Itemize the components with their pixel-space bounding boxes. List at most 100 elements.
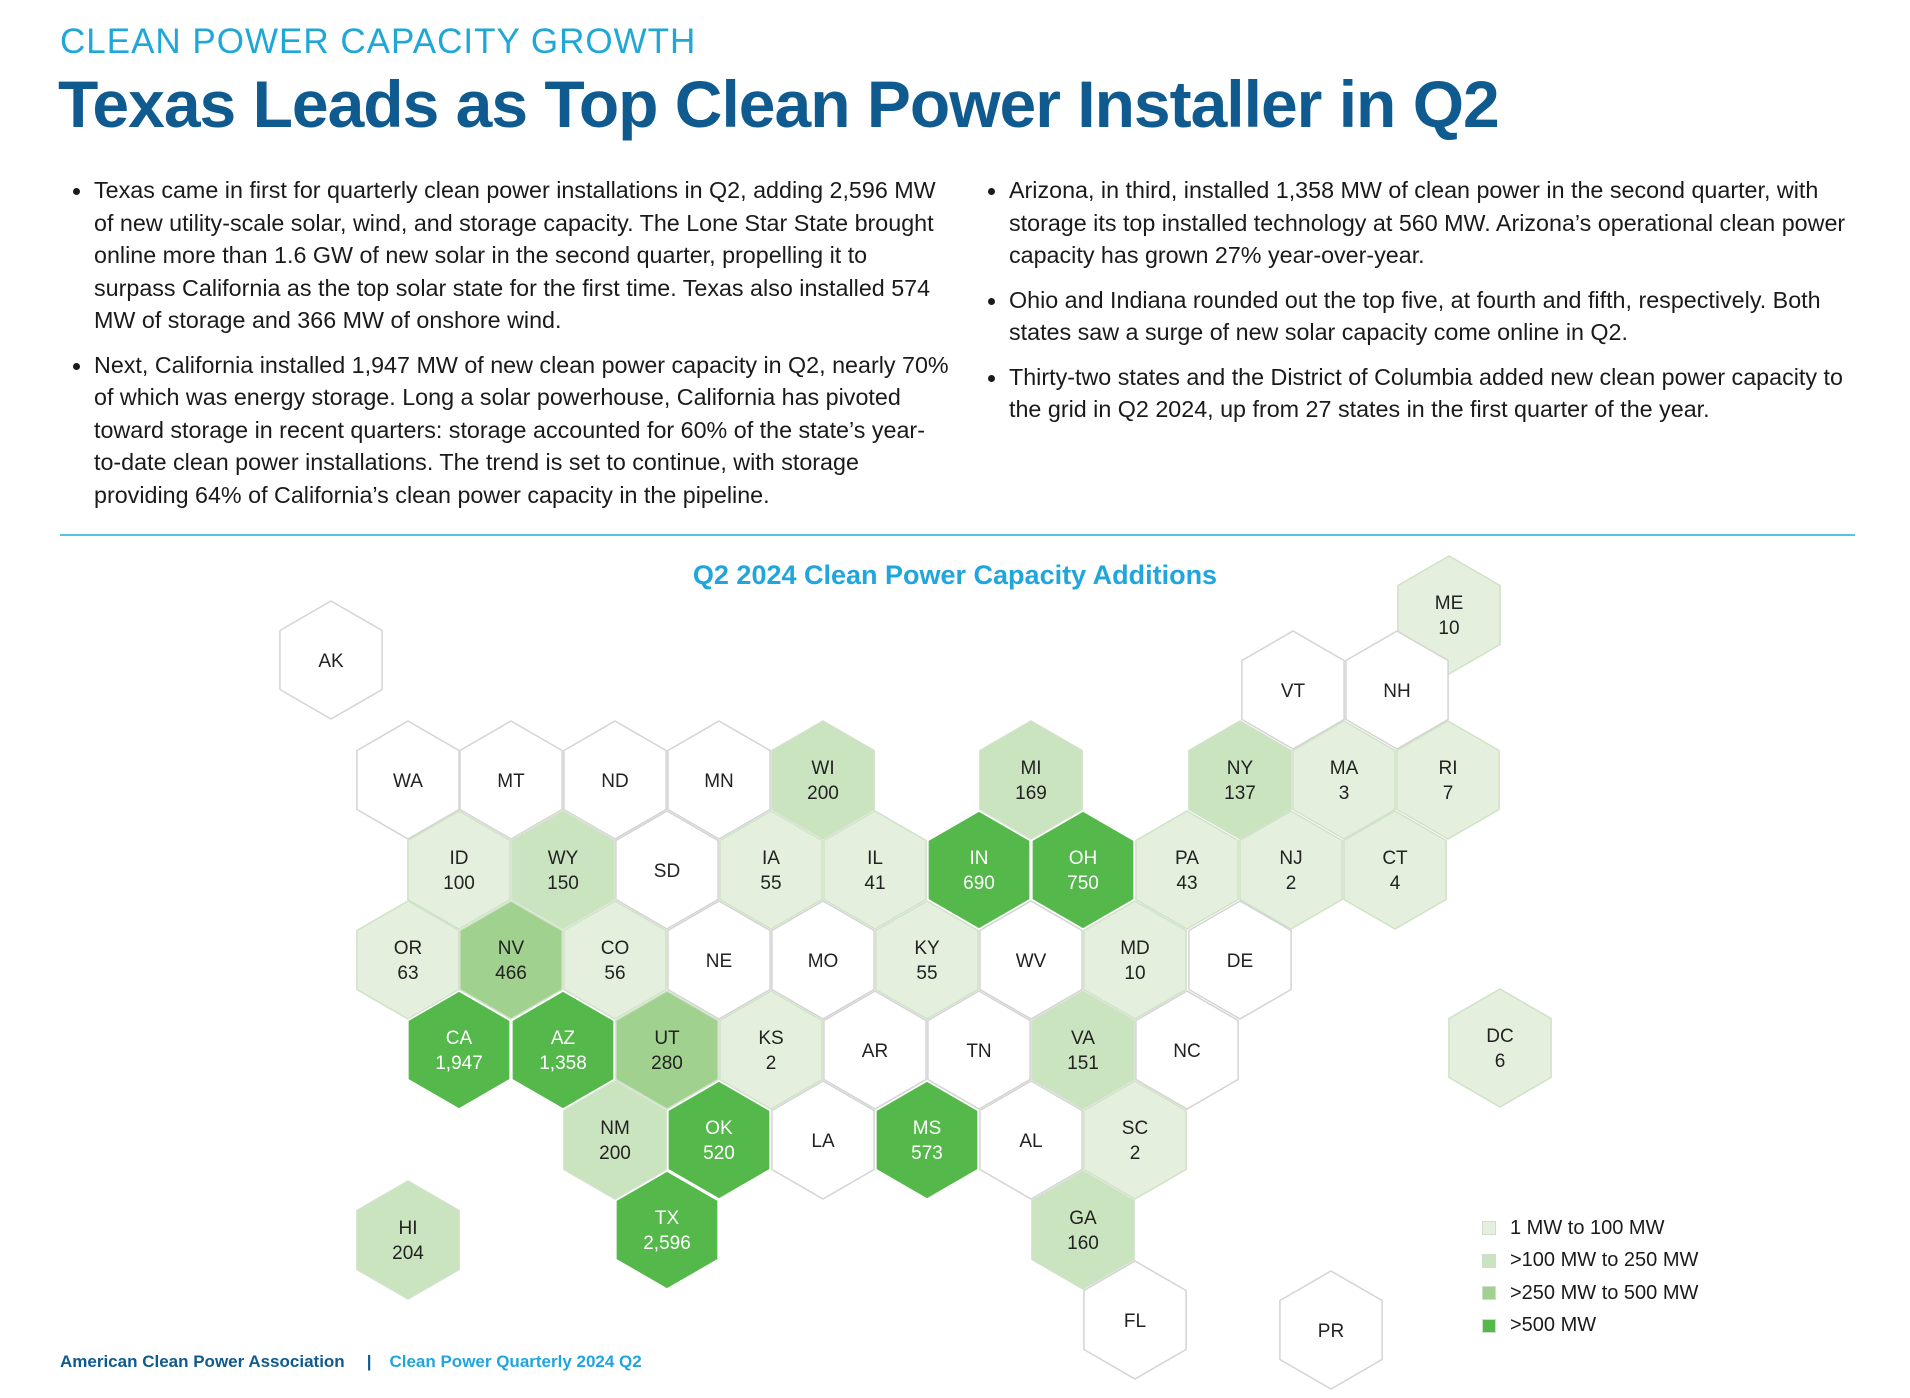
state-hex-ia: IA 55 xyxy=(719,810,823,930)
state-hex-shape xyxy=(667,1080,771,1200)
state-abbr-label: OR xyxy=(394,938,423,959)
state-value-label: 573 xyxy=(911,1143,943,1164)
state-hex-pa: PA 43 xyxy=(1135,810,1239,930)
state-hex-shape xyxy=(1135,810,1239,930)
left-bullet-list: Texas came in first for quarterly clean … xyxy=(70,174,950,511)
state-hex-shape xyxy=(979,900,1083,1020)
bullet-item: Texas came in first for quarterly clean … xyxy=(70,174,950,337)
state-abbr-label: NV xyxy=(498,938,525,959)
state-hex-shape xyxy=(1031,810,1135,930)
state-abbr-label: IN xyxy=(970,848,989,869)
state-hex-ca: CA 1,947 xyxy=(407,990,511,1110)
state-value-label: 43 xyxy=(1176,873,1197,894)
state-value-label: 100 xyxy=(443,873,475,894)
state-hex-shape xyxy=(1083,1260,1187,1380)
state-abbr-label: IL xyxy=(867,848,883,869)
legend-label: 1 MW to 100 MW xyxy=(1510,1216,1665,1239)
page-footer: American Clean Power Association | Clean P… xyxy=(60,1352,642,1372)
state-hex-shape xyxy=(615,990,719,1110)
state-hex-shape xyxy=(459,900,563,1020)
state-hex-shape xyxy=(979,1080,1083,1200)
state-abbr-label: AK xyxy=(318,651,344,672)
state-value-label: 750 xyxy=(1067,873,1099,894)
state-value-label: 56 xyxy=(604,963,625,984)
state-hex-shape xyxy=(511,810,615,930)
state-hex-shape xyxy=(875,1080,979,1200)
state-abbr-label: TN xyxy=(966,1041,991,1062)
page-headline: Texas Leads as Top Clean Power Installer… xyxy=(58,67,1500,141)
state-hex-or: OR 63 xyxy=(356,900,460,1020)
bullet-item: Thirty-two states and the District of Co… xyxy=(985,361,1860,426)
state-abbr-label: DC xyxy=(1486,1026,1513,1047)
state-hex-nc: NC xyxy=(1135,990,1239,1110)
state-hex-shape xyxy=(1083,1080,1187,1200)
state-hex-la: LA xyxy=(771,1080,875,1200)
state-hex-nh: NH xyxy=(1345,630,1449,750)
state-hex-shape xyxy=(459,720,563,840)
state-hex-shape xyxy=(1292,720,1396,840)
state-abbr-label: CO xyxy=(601,938,630,959)
state-hex-me: ME 10 xyxy=(1397,555,1501,675)
state-abbr-label: CA xyxy=(446,1028,473,1049)
legend-swatch xyxy=(1482,1286,1496,1301)
legend-item: >100 MW to 250 MW xyxy=(1482,1245,1698,1278)
state-abbr-label: MD xyxy=(1120,938,1150,959)
state-abbr-label: RI xyxy=(1439,758,1458,779)
state-abbr-label: DE xyxy=(1227,951,1253,972)
state-hex-shape xyxy=(927,810,1031,930)
state-hex-shape xyxy=(511,990,615,1110)
state-abbr-label: MI xyxy=(1020,758,1041,779)
state-hex-shape xyxy=(719,990,823,1110)
map-title: Q2 2024 Clean Power Capacity Additions xyxy=(692,560,1218,590)
bullet-item: Arizona, in third, installed 1,358 MW of… xyxy=(985,174,1860,272)
state-hex-shape xyxy=(563,900,667,1020)
state-value-label: 1,358 xyxy=(539,1053,587,1074)
legend-swatch xyxy=(1482,1253,1496,1268)
state-value-label: 151 xyxy=(1067,1053,1099,1074)
state-abbr-label: ND xyxy=(601,771,628,792)
state-hex-ok: OK 520 xyxy=(667,1080,771,1200)
state-hex-sc: SC 2 xyxy=(1083,1080,1187,1200)
state-hex-shape xyxy=(1239,810,1343,930)
right-bullet-list: Arizona, in third, installed 1,358 MW of… xyxy=(985,174,1860,426)
state-hex-hi: HI 204 xyxy=(356,1180,460,1300)
state-hex-ny: NY 137 xyxy=(1188,720,1292,840)
state-abbr-label: KY xyxy=(914,938,940,959)
state-abbr-label: ME xyxy=(1435,593,1464,614)
state-hex-nm: NM 200 xyxy=(563,1080,667,1200)
state-hex-shape xyxy=(771,720,875,840)
state-value-label: 55 xyxy=(916,963,937,984)
state-hex-shape xyxy=(823,990,927,1110)
state-hex-oh: OH 750 xyxy=(1031,810,1135,930)
state-value-label: 150 xyxy=(547,873,579,894)
state-hex-shape xyxy=(356,900,460,1020)
state-hex-shape xyxy=(1396,720,1500,840)
state-value-label: 2 xyxy=(1286,873,1297,894)
bullet-item: Ohio and Indiana rounded out the top fiv… xyxy=(985,284,1860,349)
state-value-label: 2 xyxy=(1130,1143,1141,1164)
state-value-label: 63 xyxy=(397,963,418,984)
state-hex-shape xyxy=(1031,990,1135,1110)
state-hex-shape xyxy=(356,1180,460,1300)
footer-publication: Clean Power Quarterly 2024 Q2 xyxy=(389,1352,642,1371)
state-hex-ar: AR xyxy=(823,990,927,1110)
state-hex-shape xyxy=(1279,1270,1383,1390)
state-abbr-label: VA xyxy=(1071,1028,1095,1049)
state-abbr-label: LA xyxy=(811,1131,835,1152)
state-hex-ga: GA 160 xyxy=(1031,1170,1135,1290)
state-hex-shape xyxy=(771,1080,875,1200)
state-hex-ne: NE xyxy=(667,900,771,1020)
state-hex-wv: WV xyxy=(979,900,1083,1020)
state-hex-nd: ND xyxy=(563,720,667,840)
state-hex-shape xyxy=(875,900,979,1020)
state-value-label: 280 xyxy=(651,1053,683,1074)
state-hex-ri: RI 7 xyxy=(1396,720,1500,840)
state-abbr-label: PA xyxy=(1175,848,1199,869)
legend-item: >500 MW xyxy=(1482,1310,1698,1343)
legend-item: 1 MW to 100 MW xyxy=(1482,1212,1698,1245)
state-abbr-label: PR xyxy=(1318,1321,1344,1342)
state-abbr-label: MS xyxy=(913,1118,942,1139)
state-value-label: 3 xyxy=(1339,783,1350,804)
state-abbr-label: NM xyxy=(600,1118,630,1139)
state-abbr-label: UT xyxy=(654,1028,680,1049)
